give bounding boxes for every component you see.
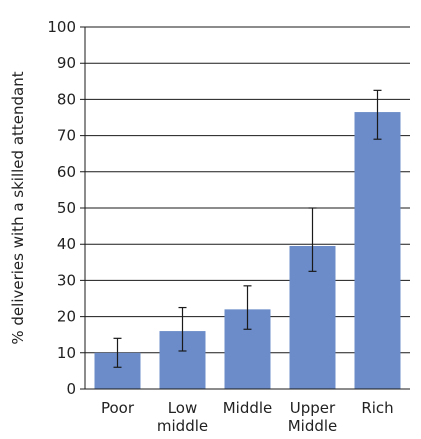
y-tick-label: 80 (57, 90, 76, 108)
bar (354, 112, 401, 389)
y-axis-title: % deliveries with a skilled attendant (9, 71, 27, 344)
y-tick-label: 20 (57, 308, 76, 326)
y-tick-label: 70 (57, 127, 76, 145)
y-tick-label: 40 (57, 235, 76, 253)
x-tick-labels: Poor Low middle Middle Upper Middle Rich (101, 399, 394, 435)
y-tick-label: 0 (66, 380, 76, 398)
y-tick-labels: 0 10 20 30 40 50 60 70 80 90 100 (47, 18, 76, 398)
x-tick-label: Middle (223, 399, 273, 417)
y-tick-label: 90 (57, 54, 76, 72)
error-bars (113, 89, 382, 368)
x-tick-label: Poor (101, 399, 135, 417)
y-tick-label: 100 (47, 18, 76, 36)
gridlines (80, 26, 410, 354)
y-tick-label: 60 (57, 163, 76, 181)
x-tick-label: Rich (361, 399, 393, 417)
y-tick-label: 10 (57, 344, 76, 362)
bars (94, 112, 401, 389)
x-tick-label: Upper Middle (288, 399, 338, 435)
axes (80, 27, 410, 390)
y-tick-label: 50 (57, 199, 76, 217)
y-tick-label: 30 (57, 271, 76, 289)
x-tick-label: Low middle (157, 399, 208, 435)
